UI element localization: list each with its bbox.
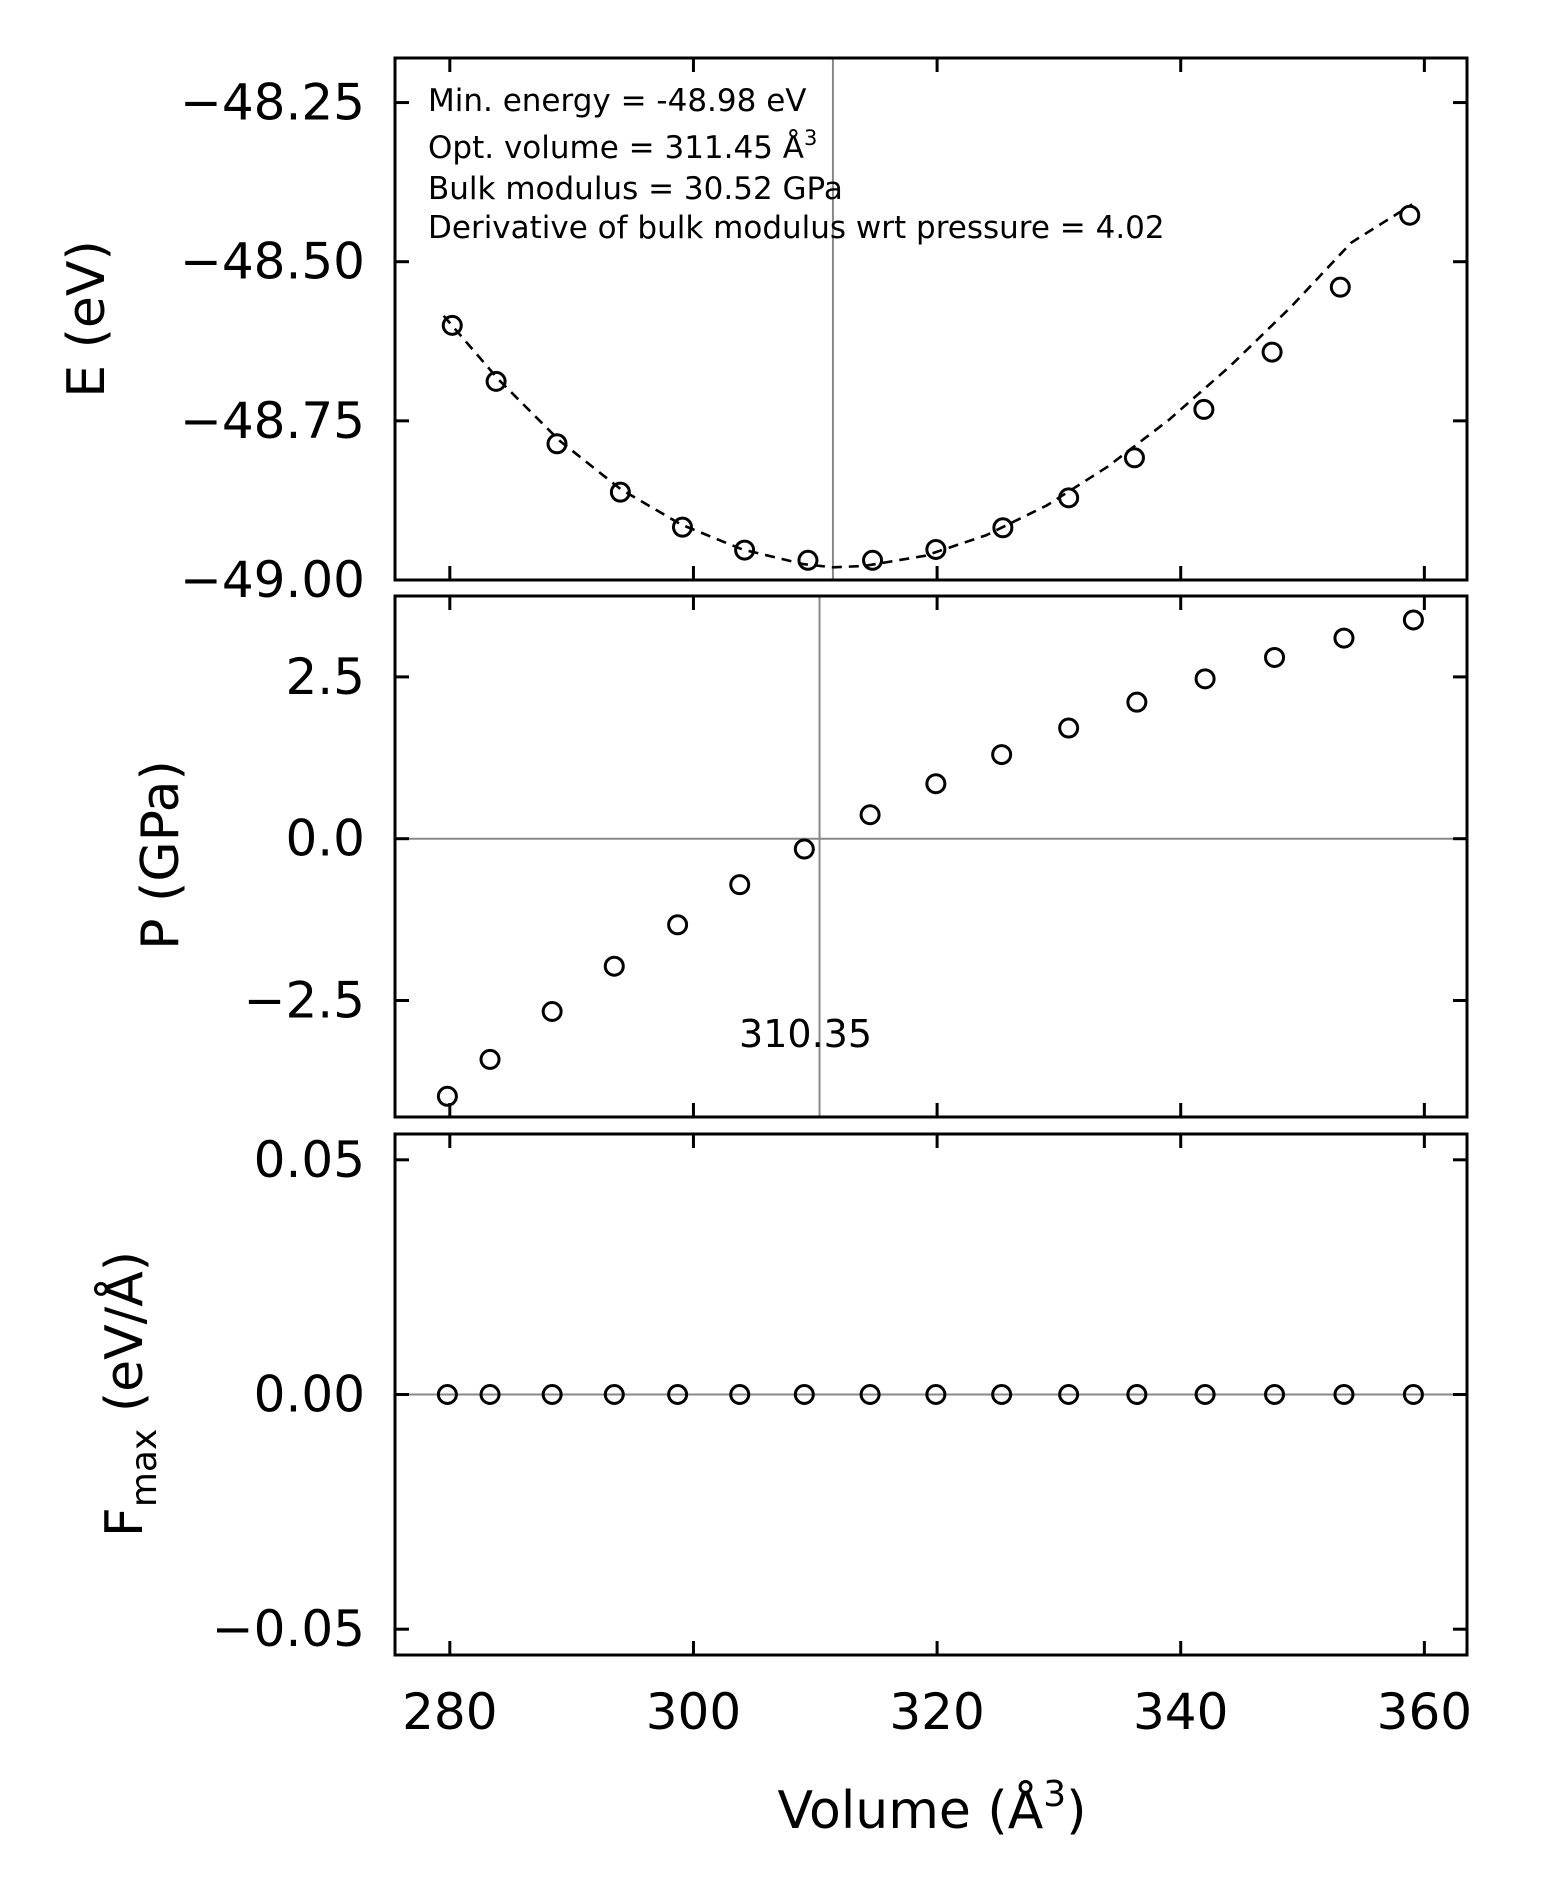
data-point	[1402, 609, 1424, 631]
data-point	[859, 1384, 881, 1405]
force-x-ticks: 280 300 320 340 360	[402, 1134, 1472, 1741]
data-point	[1194, 668, 1216, 690]
force-y-ticks: 0.05 0.00 −0.05	[212, 1131, 1467, 1658]
data-point	[1126, 691, 1148, 713]
data-point	[1399, 204, 1421, 226]
energy-y-axis-label: E (eV)	[57, 240, 117, 398]
data-point	[991, 1384, 1013, 1405]
data-point	[603, 955, 625, 977]
data-point	[1194, 1384, 1216, 1405]
data-point	[603, 1384, 625, 1405]
y-tick-label: −48.25	[180, 74, 365, 132]
y-tick-label: −2.5	[244, 972, 365, 1030]
data-point	[541, 1001, 563, 1023]
annotation-bulk-modulus: Bulk modulus = 30.52 GPa	[428, 171, 843, 207]
data-point	[667, 1384, 689, 1405]
data-point	[793, 838, 815, 860]
data-point	[671, 516, 693, 538]
x-tick-label: 340	[1133, 1683, 1228, 1741]
x-tick-label: 320	[889, 1683, 984, 1741]
x-tick-label: 360	[1377, 1683, 1472, 1741]
data-point	[1264, 646, 1286, 668]
data-point	[546, 433, 568, 455]
x-axis-label: Volume (Å3)	[778, 1774, 1087, 1841]
pressure-y-axis-label: P (GPa)	[131, 760, 191, 950]
y-tick-label: −48.75	[180, 392, 365, 450]
data-point	[729, 1384, 751, 1405]
data-point	[859, 804, 881, 826]
data-point	[1264, 1384, 1286, 1405]
data-point	[1058, 717, 1080, 739]
data-point	[1126, 1384, 1148, 1405]
energy-panel: −48.25 −48.50 −48.75 −49.00 Min. energy = -…	[57, 56, 1469, 609]
data-point	[1333, 1384, 1355, 1405]
pressure-axes-frame	[393, 594, 1469, 1119]
force-panel: 0.05 0.00 −0.05 280 300 320 340 360 Fmax (eV/Å…	[93, 1131, 1472, 1841]
pressure-points	[436, 609, 1424, 1107]
data-point	[479, 1048, 501, 1070]
y-tick-label: 0.05	[254, 1131, 365, 1189]
y-tick-label: 0.00	[254, 1366, 365, 1424]
y-tick-label: 0.0	[285, 810, 365, 868]
data-point	[1193, 398, 1215, 420]
force-y-axis-label: Fmax (eV/Å)	[93, 1251, 165, 1537]
energy-x-ticks	[448, 58, 1426, 580]
data-point	[1058, 487, 1080, 509]
data-point	[609, 481, 631, 503]
data-point	[1261, 341, 1283, 363]
data-point	[541, 1384, 563, 1405]
data-point	[734, 539, 756, 561]
data-point	[479, 1384, 501, 1405]
y-tick-label: −49.00	[180, 551, 365, 609]
data-point	[729, 874, 751, 896]
x-tick-label: 300	[646, 1683, 741, 1741]
data-point	[925, 538, 947, 560]
pressure-x-ticks	[448, 596, 1426, 1117]
data-point	[485, 370, 507, 392]
data-point	[1333, 627, 1355, 649]
y-tick-label: −48.50	[180, 233, 365, 291]
annotation-bulk-modulus-derivative: Derivative of bulk modulus wrt pressure …	[428, 210, 1165, 246]
energy-axes-frame	[393, 56, 1469, 582]
energy-annotation-box: Min. energy = -48.98 eV Opt. volume = 31…	[428, 83, 1165, 246]
energy-points	[441, 204, 1421, 571]
data-point	[667, 914, 689, 936]
data-point	[992, 517, 1014, 539]
data-point	[1402, 1384, 1424, 1405]
pressure-panel: 2.5 0.0 −2.5 310.35 P (GPa)	[131, 594, 1469, 1119]
data-point	[1058, 1384, 1080, 1405]
data-point	[862, 549, 884, 571]
energy-fit-curve	[442, 203, 1413, 569]
pressure-y-ticks: 2.5 0.0 −2.5	[244, 648, 1467, 1030]
data-point	[1329, 276, 1351, 298]
data-point	[1123, 447, 1145, 469]
data-point	[925, 1384, 947, 1405]
x-tick-label: 280	[402, 1683, 497, 1741]
force-axes-frame	[393, 1132, 1469, 1657]
data-point	[793, 1384, 815, 1405]
y-tick-label: 2.5	[285, 648, 365, 706]
data-point	[436, 1384, 458, 1405]
annotation-min-energy: Min. energy = -48.98 eV	[428, 83, 806, 119]
force-points	[436, 1384, 1424, 1405]
data-point	[991, 744, 1013, 766]
data-point	[441, 314, 463, 336]
pressure-zero-volume-label: 310.35	[739, 1012, 872, 1056]
data-point	[436, 1085, 458, 1107]
data-point	[925, 773, 947, 795]
annotation-opt-volume: Opt. volume = 311.45 Å3	[428, 126, 817, 166]
y-tick-label: −0.05	[212, 1600, 365, 1658]
data-point	[797, 549, 819, 571]
energy-y-ticks: −48.25 −48.50 −48.75 −49.00	[180, 74, 1467, 609]
